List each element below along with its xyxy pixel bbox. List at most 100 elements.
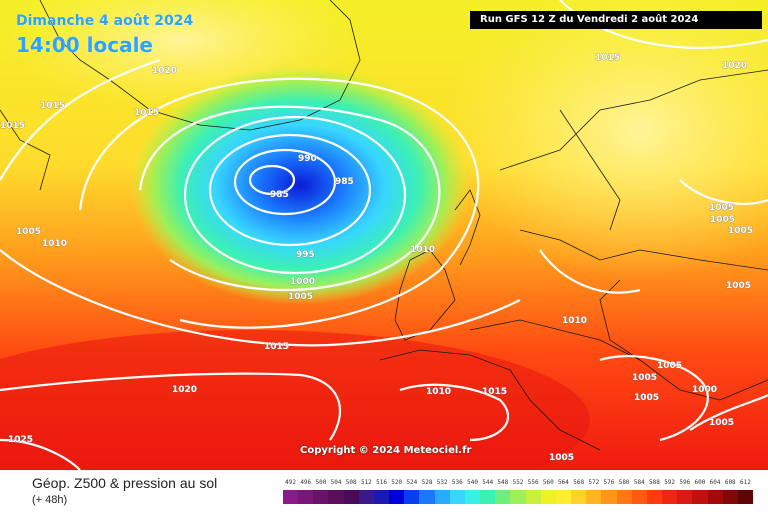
- scale-value-label: 492: [285, 479, 296, 486]
- scale-value-label: 512: [360, 479, 372, 486]
- scale-value-label: 560: [542, 479, 554, 486]
- isobar-label: 1010: [426, 387, 451, 397]
- scale-value-label: 548: [497, 479, 509, 486]
- isobar-label: 985: [270, 190, 289, 200]
- scale-color-cell: [540, 490, 557, 504]
- scale-color-cell: [389, 490, 405, 504]
- scale-color-cell: [313, 490, 329, 504]
- scale-color-cell: [571, 490, 587, 504]
- scale-value-label: 528: [421, 479, 433, 486]
- scale-color-cell: [555, 490, 572, 504]
- isobar-label: 1015: [482, 387, 507, 397]
- scale-color-cell: [419, 490, 436, 504]
- scale-value-label: 532: [436, 479, 448, 486]
- isobar-label: 1005: [710, 215, 735, 225]
- isobar-label: 1015: [264, 342, 289, 352]
- scale-value-label: 540: [467, 479, 478, 486]
- isobar-label: 1020: [722, 61, 747, 71]
- scale-value-label: 496: [300, 479, 312, 486]
- scale-value-label: 552: [512, 479, 524, 486]
- isobar-label: 1020: [172, 385, 197, 395]
- isobar-labels: 1020 1015 1015 1015 1005 1010 990 985 98…: [0, 53, 753, 464]
- isobar-label: 1005: [709, 203, 734, 213]
- forecast-offset: (+ 48h): [32, 494, 68, 506]
- isobar-label: 1015: [40, 101, 65, 111]
- color-scale-legend: 492 496 500 504 508 512 516 520 524 528 532 536 540 5…: [283, 479, 754, 509]
- isobar-label: 1015: [0, 121, 25, 131]
- isobar-label: 1000: [692, 385, 717, 395]
- scale-value-label: 564: [558, 479, 569, 486]
- low-pressure-zone: [130, 65, 470, 305]
- scale-color-cell: [525, 490, 542, 504]
- ridge-northeast: [440, 0, 768, 280]
- isobar-label: 1005: [632, 373, 657, 383]
- scale-color-cell: [298, 490, 314, 504]
- scale-value-label: 516: [376, 479, 387, 486]
- south-hot-zone: [0, 330, 590, 470]
- scale-value-label: 596: [679, 479, 691, 486]
- scale-value-label: 568: [573, 479, 585, 486]
- scale-value-label: 584: [633, 479, 645, 486]
- scale-color-cell: [601, 490, 618, 504]
- scale-value-label: 612: [739, 479, 751, 486]
- isobar-label: 1015: [595, 53, 620, 63]
- isobar-label: 1005: [549, 453, 574, 463]
- isobar-label: 1005: [726, 281, 751, 291]
- coastlines: [0, 0, 768, 451]
- isobar-label: 1005: [634, 393, 659, 403]
- geopotential-pressure-map: 1020 1015 1015 1015 1005 1010 990 985 98…: [0, 0, 768, 470]
- scale-value-label: 572: [588, 479, 600, 486]
- scale-color-cell: [373, 490, 390, 504]
- scale-color-cell: [677, 490, 693, 504]
- scale-value-label: 544: [482, 479, 494, 486]
- scale-value-label: 556: [527, 479, 539, 486]
- scale-value-label: 604: [709, 479, 721, 486]
- forecast-time: 14:00 locale: [16, 33, 153, 57]
- scale-value-label: 500: [315, 479, 327, 486]
- scale-color-cell: [692, 490, 708, 504]
- scale-color-cell: [328, 490, 345, 504]
- scale-color-cell: [343, 490, 360, 504]
- map-title: Géop. Z500 & pression au sol: [32, 475, 218, 491]
- isobar-label: 1005: [709, 418, 734, 428]
- scale-value-label: 580: [618, 479, 630, 486]
- scale-color-cell: [283, 490, 299, 504]
- scale-color-cell: [646, 490, 663, 504]
- scale-color-cell: [737, 490, 754, 504]
- legend-footer: Géop. Z500 & pression au sol (+ 48h) 492…: [0, 470, 768, 512]
- scale-color-cell: [480, 490, 496, 504]
- scale-color-cell: [449, 490, 466, 504]
- isobar-label: 1020: [152, 66, 177, 76]
- scale-color-cell: [404, 490, 420, 504]
- isobar-label: 1015: [134, 108, 159, 118]
- scale-value-label: 600: [694, 479, 706, 486]
- copyright-text: Copyright © 2024 Meteociel.fr: [300, 445, 472, 456]
- scale-color-cell: [616, 490, 633, 504]
- scale-value-label: 608: [724, 479, 736, 486]
- isobar-label: 1005: [657, 361, 682, 371]
- scale-value-label: 576: [603, 479, 615, 486]
- isobar-label: 990: [298, 154, 317, 164]
- isobar-label: 1025: [8, 435, 33, 445]
- isobars: [0, 0, 768, 470]
- isobar-label: 1005: [728, 226, 753, 236]
- forecast-date: Dimanche 4 août 2024: [16, 13, 194, 29]
- scale-value-label: 524: [406, 479, 418, 486]
- isobar-label: 985: [335, 177, 354, 187]
- scale-color-cell: [631, 490, 648, 504]
- scale-value-label: 504: [330, 479, 342, 486]
- isobar-label: 1005: [288, 292, 313, 302]
- scale-value-label: 536: [451, 479, 463, 486]
- scale-value-label: 508: [345, 479, 357, 486]
- scale-value-label: 592: [664, 479, 676, 486]
- scale-color-cell: [495, 490, 511, 504]
- scale-color-cell: [722, 490, 739, 504]
- scale-value-label: 588: [649, 479, 660, 486]
- isobar-label: 1010: [410, 245, 435, 255]
- isobar-label: 1010: [562, 316, 587, 326]
- scale-color-cell: [707, 490, 724, 504]
- scale-color-cell: [662, 490, 678, 504]
- scale-color-cell: [586, 490, 602, 504]
- isobar-label: 1000: [290, 277, 315, 287]
